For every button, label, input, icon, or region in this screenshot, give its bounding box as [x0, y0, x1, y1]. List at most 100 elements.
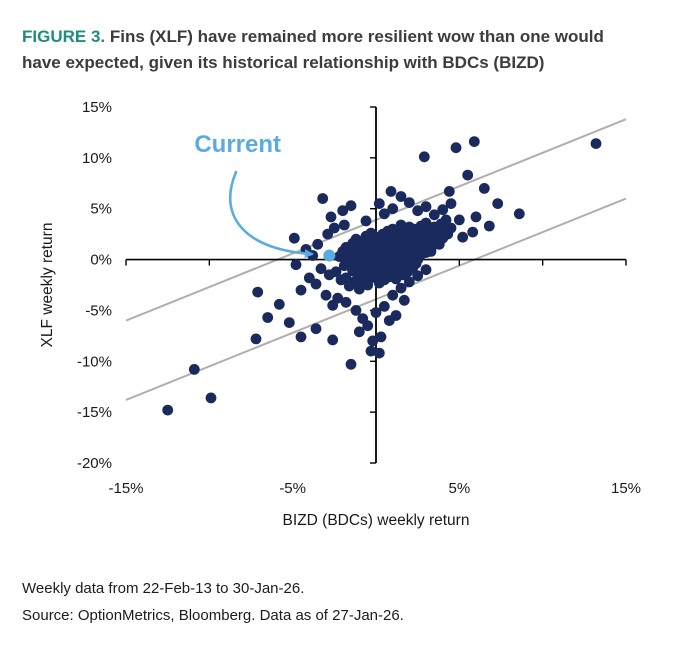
data-point	[450, 142, 462, 154]
x-tick-label: 15%	[611, 480, 641, 497]
data-point	[395, 191, 407, 202]
data-point	[325, 211, 337, 223]
data-point	[295, 331, 307, 343]
data-point	[262, 312, 274, 323]
data-point	[478, 183, 490, 194]
data-point	[418, 151, 430, 163]
data-point	[353, 326, 365, 338]
data-point	[328, 222, 340, 234]
x-tick-label: -15%	[108, 480, 143, 497]
data-point	[385, 186, 397, 197]
scatter-plot-svg: 15% 10% 5% 0% -5% -10% -15% -20% -15% -5% 5% 15% BIZ…	[39, 99, 641, 529]
data-point	[310, 278, 322, 290]
data-point	[337, 205, 349, 217]
data-point	[323, 269, 335, 281]
data-point	[205, 392, 217, 404]
data-point	[290, 259, 302, 271]
data-point	[338, 219, 350, 231]
data-point	[420, 264, 432, 276]
data-point	[387, 203, 399, 215]
data-point	[273, 298, 285, 310]
data-point	[250, 333, 262, 345]
data-point	[332, 292, 344, 304]
y-tick-label: -20%	[77, 455, 112, 472]
data-point	[470, 211, 482, 223]
data-point	[403, 197, 415, 208]
data-point	[252, 286, 264, 298]
chart-footnotes: Weekly data from 22-Feb-13 to 30-Jan-26.…	[22, 578, 668, 627]
data-point	[437, 204, 449, 216]
data-point	[295, 284, 307, 296]
data-point	[443, 186, 455, 197]
current-arrow	[229, 170, 314, 259]
current-point	[323, 249, 336, 262]
data-point	[590, 138, 602, 149]
data-point	[457, 231, 469, 243]
x-axis-title: BIZD (BDCs) weekly return	[283, 512, 470, 529]
data-point	[315, 263, 327, 275]
data-point	[453, 214, 465, 226]
y-tick-label: 15%	[82, 99, 112, 116]
current-label: Current	[194, 131, 281, 158]
data-point	[483, 220, 495, 232]
data-point	[320, 289, 332, 301]
scatter-chart: 15% 10% 5% 0% -5% -10% -15% -20% -15% -5% 5% 15% BIZ…	[26, 93, 668, 560]
data-point	[440, 214, 452, 226]
data-point	[360, 215, 372, 227]
data-point	[468, 136, 480, 147]
y-tick-label: 5%	[90, 201, 112, 218]
data-point	[350, 305, 362, 316]
data-point	[513, 208, 525, 220]
data-point	[445, 198, 457, 209]
data-point	[373, 347, 385, 359]
data-point	[445, 222, 457, 234]
data-point	[340, 272, 352, 284]
data-point	[162, 404, 174, 416]
y-tick-label: 0%	[90, 252, 112, 269]
data-point	[467, 226, 479, 238]
data-point	[370, 307, 382, 318]
footnote-daterange: Weekly data from 22-Feb-13 to 30-Jan-26.	[22, 580, 305, 597]
data-point	[412, 270, 424, 282]
y-axis-title: XLF weekly return	[39, 223, 56, 348]
data-point	[412, 205, 424, 217]
data-point	[420, 201, 432, 213]
data-point	[310, 323, 322, 335]
data-point	[353, 283, 365, 295]
data-point	[312, 238, 324, 250]
data-point	[340, 296, 352, 308]
data-point	[398, 294, 410, 306]
data-point	[373, 198, 385, 209]
data-point	[345, 200, 357, 212]
data-point	[378, 208, 390, 220]
data-point	[395, 282, 407, 294]
y-tick-label: 10%	[82, 150, 112, 167]
y-tick-label: -5%	[85, 302, 112, 319]
y-tick-label: -10%	[77, 353, 112, 370]
data-point	[188, 364, 200, 375]
x-tick-label: 5%	[448, 480, 470, 497]
y-tick-label: -15%	[77, 404, 112, 421]
data-point	[362, 320, 374, 332]
data-point	[283, 317, 295, 328]
data-point	[378, 301, 390, 312]
figure-title: FIGURE 3. Fins (XLF) have remained more …	[22, 24, 642, 75]
x-tick-label: -5%	[279, 480, 306, 497]
data-point	[367, 335, 379, 347]
figure-label: FIGURE 3.	[22, 27, 106, 46]
data-point	[288, 232, 300, 244]
data-point	[428, 209, 440, 221]
data-point	[387, 289, 399, 301]
data-point	[307, 250, 319, 261]
scatter-points	[162, 136, 602, 416]
data-point	[375, 331, 387, 343]
data-point	[317, 193, 329, 204]
data-point	[365, 345, 377, 357]
data-point	[327, 334, 339, 346]
footnote-source: Source: OptionMetrics, Bloomberg. Data a…	[22, 606, 404, 624]
data-point	[462, 169, 474, 181]
data-point	[492, 198, 504, 209]
figure-title-text: Fins (XLF) have remained more resilient …	[22, 27, 604, 72]
data-point	[403, 276, 415, 288]
